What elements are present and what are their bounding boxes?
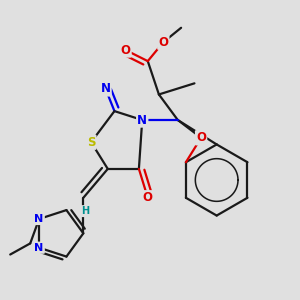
Text: S: S (87, 136, 95, 149)
Text: O: O (196, 131, 206, 144)
Text: O: O (121, 44, 130, 56)
Text: N: N (137, 113, 147, 127)
Text: O: O (143, 191, 153, 204)
Text: O: O (158, 36, 168, 49)
Text: H: H (82, 206, 90, 216)
Text: N: N (100, 82, 111, 95)
Text: N: N (34, 214, 44, 224)
Text: N: N (34, 243, 44, 253)
